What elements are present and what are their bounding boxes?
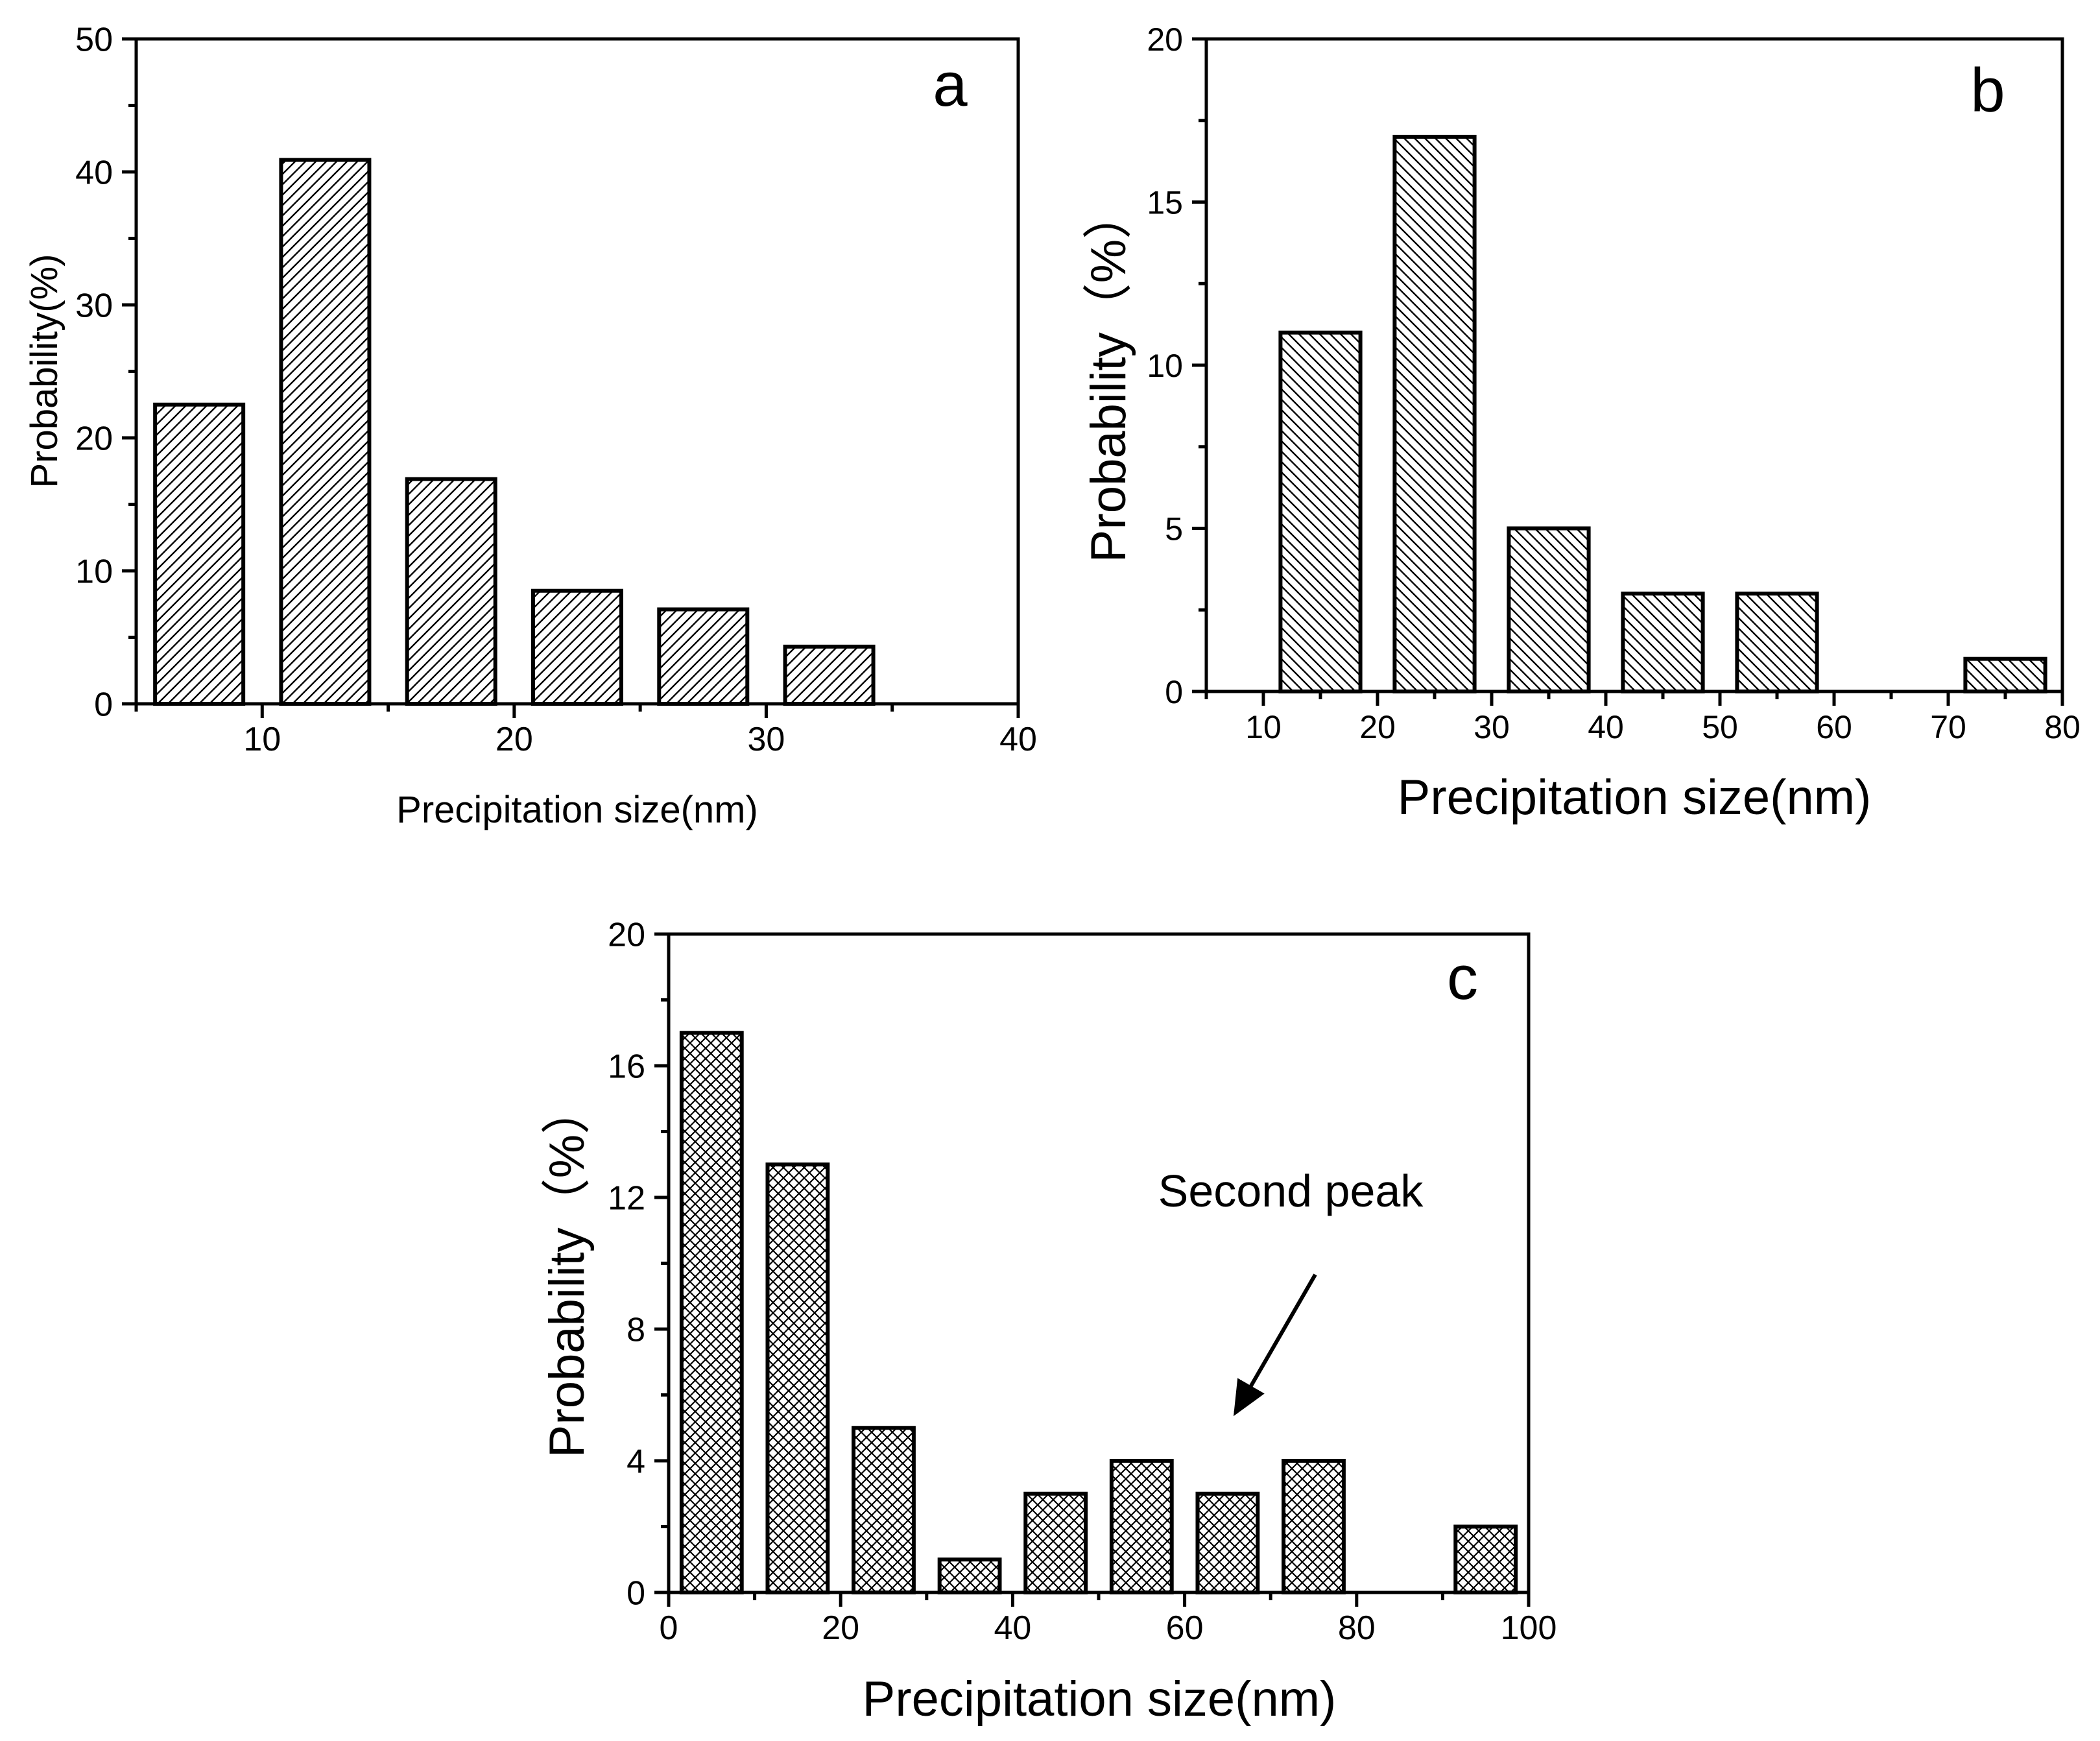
y-tick-label: 20 [75, 420, 113, 458]
y-tick-label: 50 [75, 21, 113, 59]
y-tick-label: 4 [626, 1443, 645, 1481]
y-tick-label: 5 [1165, 511, 1183, 547]
bar-group [679, 1031, 1518, 1594]
bar-65 [1195, 1491, 1260, 1594]
bar-group [1278, 134, 2047, 694]
y-axis-ticks: 0 4 8 12 16 20 [608, 917, 669, 1613]
y-tick-label: 10 [1147, 348, 1183, 384]
y-axis-label: Probability（%） [1081, 190, 1136, 562]
x-tick-label: 30 [748, 721, 785, 758]
bar-75 [1963, 656, 2047, 694]
bar-32.5 [783, 644, 876, 706]
bar-55 [1109, 1459, 1174, 1594]
x-axis-label: Precipitation size(nm) [1398, 770, 1872, 825]
panel-label: c [1447, 943, 1478, 1013]
y-axis-ticks: 0 5 10 15 20 [1147, 21, 1206, 710]
x-axis-ticks: 0 20 40 60 80 100 [660, 1592, 1557, 1647]
x-axis-ticks: 10 20 30 40 [134, 704, 1037, 758]
bar-95 [1453, 1524, 1518, 1594]
x-axis-label: Precipitation size(nm) [396, 789, 758, 831]
x-axis-ticks: 10 20 30 40 50 60 70 80 [1204, 691, 2081, 745]
y-axis-label: Probability(%) [23, 254, 66, 488]
y-tick-label: 8 [626, 1312, 645, 1349]
bar-45 [1023, 1491, 1088, 1594]
bar-25 [852, 1426, 916, 1594]
bar-group [153, 158, 876, 706]
x-tick-label: 20 [495, 721, 533, 758]
x-tick-label: 60 [1166, 1609, 1204, 1647]
bar-5 [679, 1031, 744, 1594]
bar-25 [1392, 134, 1477, 693]
y-tick-label: 0 [1165, 674, 1183, 710]
y-tick-label: 15 [1147, 185, 1183, 221]
x-tick-label: 80 [1338, 1609, 1376, 1647]
y-tick-label: 30 [75, 287, 113, 325]
annotation-label: Second peak [1158, 1166, 1424, 1216]
x-tick-label: 0 [660, 1609, 678, 1647]
chart-panel-c: 0 20 40 60 80 100 0 4 8 12 16 20 c Precipitation s… [540, 917, 1557, 1727]
x-tick-label: 20 [822, 1609, 859, 1647]
bar-75 [1282, 1459, 1346, 1594]
x-tick-label: 40 [994, 1609, 1031, 1647]
chart-panel-a: 10 20 30 40 0 10 20 30 40 50 a Precipitation siz… [23, 21, 1037, 831]
panel-label: b [1970, 56, 2005, 125]
annotation-arrow [1233, 1273, 1317, 1417]
x-tick-label: 50 [1702, 709, 1738, 745]
x-tick-label: 100 [1501, 1609, 1557, 1647]
bar-15 [765, 1162, 830, 1594]
x-tick-label: 20 [1359, 709, 1396, 745]
bar-22.5 [531, 588, 623, 706]
bar-7.5 [153, 402, 246, 706]
x-tick-label: 10 [1245, 709, 1282, 745]
y-tick-label: 12 [608, 1180, 645, 1218]
x-tick-label: 70 [1930, 709, 1966, 745]
bar-35 [937, 1557, 1002, 1594]
y-tick-label: 16 [608, 1048, 645, 1086]
bar-27.5 [657, 607, 750, 706]
bar-12.5 [279, 158, 372, 706]
y-tick-label: 20 [608, 917, 645, 954]
y-tick-label: 10 [75, 553, 113, 591]
y-tick-label: 20 [1147, 21, 1183, 58]
x-tick-label: 40 [999, 721, 1037, 758]
y-axis-ticks: 0 10 20 30 40 50 [75, 21, 136, 724]
y-tick-label: 40 [75, 154, 113, 192]
x-tick-label: 40 [1588, 709, 1624, 745]
panel-label: a [933, 50, 968, 119]
bar-45 [1621, 592, 1705, 693]
chart-panel-b: 10 20 30 40 50 60 70 80 0 5 10 15 20 b Precipitatio… [1081, 21, 2081, 825]
bar-17.5 [405, 477, 497, 706]
bar-35 [1507, 526, 1591, 693]
x-tick-label: 80 [2044, 709, 2081, 745]
bar-55 [1735, 592, 1819, 693]
y-axis-label: Probability（%） [540, 1085, 595, 1458]
x-tick-label: 30 [1474, 709, 1510, 745]
x-tick-label: 60 [1816, 709, 1852, 745]
x-tick-label: 10 [243, 721, 281, 758]
y-tick-label: 0 [626, 1575, 645, 1613]
y-tick-label: 0 [94, 686, 113, 724]
x-axis-label: Precipitation size(nm) [863, 1672, 1337, 1727]
bar-15 [1278, 330, 1363, 693]
